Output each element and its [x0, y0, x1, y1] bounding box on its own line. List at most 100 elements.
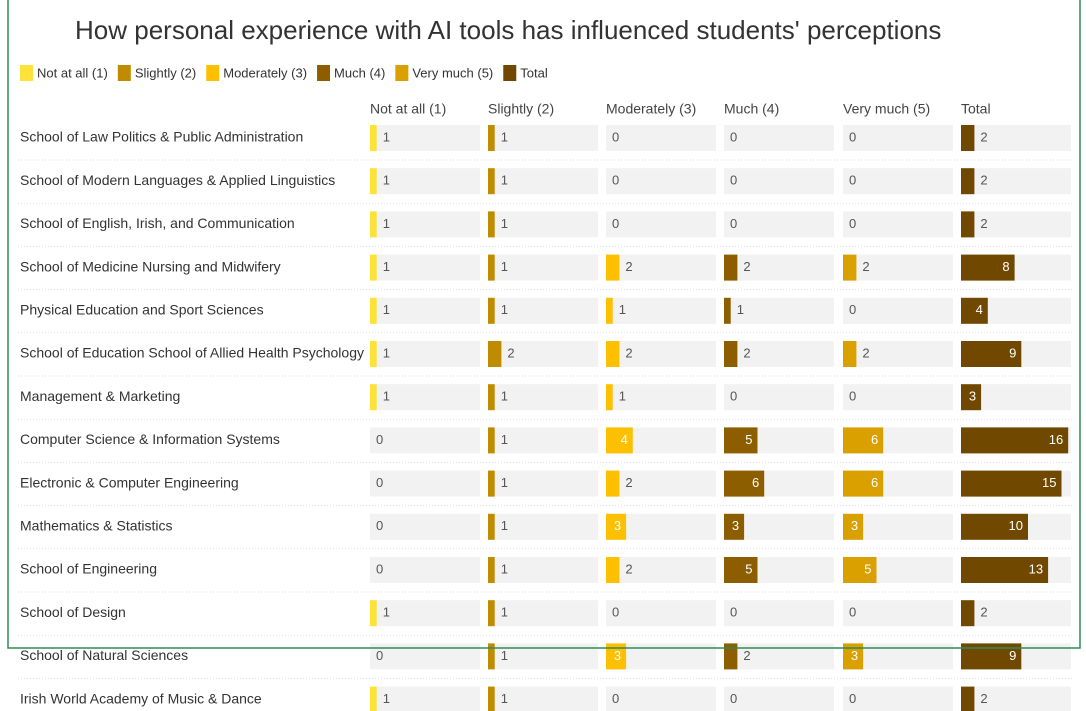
value-label: 1: [383, 216, 390, 231]
bar: [606, 427, 633, 454]
cell-background: [370, 470, 480, 497]
column-header: Total: [961, 101, 991, 117]
value-label: 0: [376, 648, 383, 663]
cell-background: [843, 384, 953, 411]
bar: [961, 427, 1069, 454]
bar: [843, 513, 864, 540]
legend-swatch: [395, 65, 409, 81]
legend-swatch: [117, 65, 131, 81]
cell-background: [606, 470, 716, 497]
cell-background: [724, 168, 834, 195]
bar: [843, 254, 857, 281]
cell-background: [606, 211, 716, 238]
bar: [843, 643, 864, 670]
cell-background: [961, 686, 1071, 711]
cell-background: [488, 254, 598, 281]
cell-background: [488, 600, 598, 627]
value-label: 5: [864, 561, 871, 576]
cell-background: [843, 254, 953, 281]
value-label: 3: [614, 648, 621, 663]
row-label: School of Law Politics & Public Administ…: [20, 129, 303, 145]
value-label: 0: [612, 691, 619, 706]
legend-swatch: [503, 65, 517, 81]
bar: [724, 427, 758, 454]
frame: [7, 0, 1081, 649]
bar: [606, 254, 620, 281]
value-label: 3: [614, 518, 621, 533]
bar: [606, 557, 620, 583]
value-label: 0: [730, 389, 737, 404]
bar: [724, 643, 738, 670]
cell-background: [370, 513, 480, 540]
bar: [724, 341, 738, 367]
cell-background: [488, 686, 598, 711]
bar: [961, 384, 982, 411]
cell-background: [606, 686, 716, 711]
legend-label: Not at all (1): [37, 65, 108, 80]
value-label: 6: [871, 475, 878, 490]
cell-background: [370, 168, 480, 195]
value-label: 3: [969, 389, 976, 404]
value-label: 5: [745, 432, 752, 447]
row-label: School of Modern Languages & Applied Lin…: [20, 172, 335, 188]
legend-swatch: [317, 65, 331, 81]
value-label: 1: [737, 302, 744, 317]
value-label: 2: [980, 691, 987, 706]
value-label: 10: [1009, 518, 1023, 533]
value-label: 3: [851, 518, 858, 533]
value-label: 2: [625, 475, 632, 490]
cell-background: [370, 427, 480, 454]
legend-label: Much (4): [334, 65, 385, 80]
bar: [724, 470, 765, 497]
value-label: 0: [612, 216, 619, 231]
value-label: 1: [383, 302, 390, 317]
cell-background: [606, 168, 716, 195]
bar: [606, 643, 627, 670]
row-label: School of Engineering: [20, 561, 157, 577]
value-label: 1: [501, 605, 508, 620]
table: Not at all (1) Slightly (2) Moderately (3)…: [18, 65, 1072, 711]
cell-background: [843, 211, 953, 238]
row-label: School of Design: [20, 604, 126, 620]
bar: [961, 600, 975, 627]
bar: [606, 513, 627, 540]
cell-background: [606, 297, 716, 324]
value-label: 1: [619, 389, 626, 404]
value-label: 0: [612, 605, 619, 620]
value-label: 3: [732, 518, 739, 533]
legend-swatch: [206, 65, 220, 81]
cell-background: [488, 297, 598, 324]
value-label: 2: [625, 345, 632, 360]
value-label: 1: [501, 432, 508, 447]
value-label: 0: [730, 173, 737, 188]
cell-background: [370, 557, 480, 583]
value-label: 0: [730, 129, 737, 144]
cell-background: [724, 297, 834, 324]
value-label: 1: [501, 691, 508, 706]
cell-background: [961, 211, 1071, 238]
value-label: 1: [501, 259, 508, 274]
cell-background: [724, 686, 834, 711]
bar: [488, 686, 495, 711]
bar: [961, 513, 1028, 540]
cell-background: [961, 168, 1071, 195]
bar: [724, 297, 731, 324]
legend-swatch: [20, 65, 33, 81]
value-label: 9: [1009, 648, 1016, 663]
cell-background: [488, 341, 598, 367]
row-label: Mathematics & Statistics: [20, 518, 173, 534]
bar: [488, 384, 495, 411]
value-label: 1: [501, 302, 508, 317]
bar: [488, 297, 495, 324]
value-label: 4: [621, 432, 628, 447]
bar: [488, 427, 495, 454]
legend-label: Total: [520, 65, 548, 80]
bar: [724, 254, 738, 281]
value-label: 2: [980, 605, 987, 620]
bar: [488, 211, 495, 238]
cell-background: [961, 600, 1071, 627]
value-label: 1: [383, 345, 390, 360]
value-label: 2: [743, 259, 750, 274]
cell-background: [606, 341, 716, 367]
cell-background: [370, 211, 480, 238]
